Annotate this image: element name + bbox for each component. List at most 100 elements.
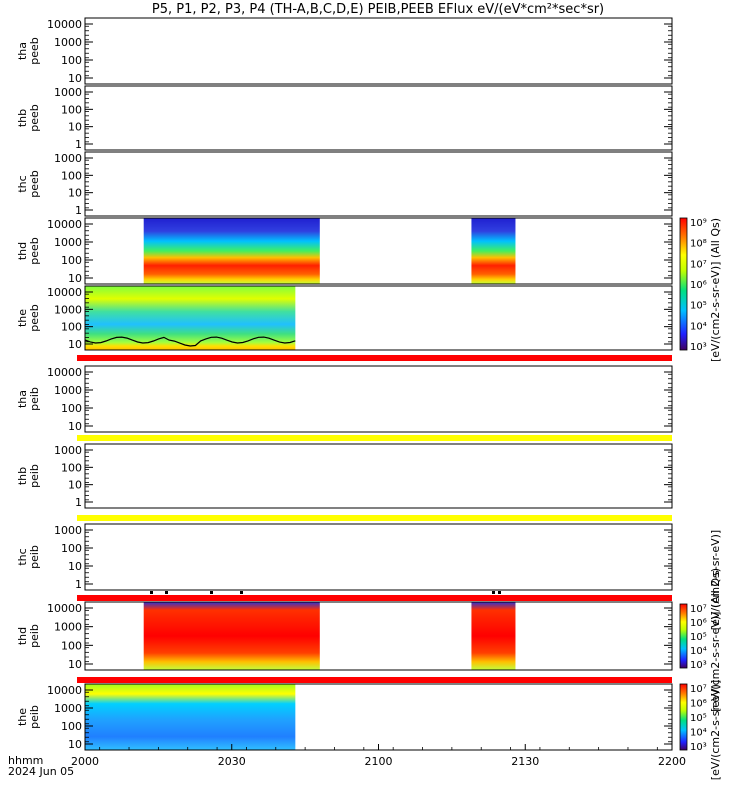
ytick-label: 1000 <box>54 702 82 715</box>
flag-bar-thc-peib <box>77 595 672 601</box>
panel-thc-peib: 1000 100 10 1 thc peib <box>16 523 673 591</box>
panel-label-probe: thc <box>16 548 29 565</box>
panel-label-probe: tha <box>16 42 29 60</box>
ytick-label: 1 <box>75 578 82 591</box>
panel-label-product: peib <box>28 545 41 569</box>
ytick-label: 1000 <box>54 444 82 457</box>
time-tick-label: 2130 <box>511 755 539 768</box>
panel-frame-thd-peeb <box>84 217 673 285</box>
panel-frame-tha-peeb <box>84 17 673 85</box>
ytick-label: 100 <box>61 720 82 733</box>
ytick-label: 1000 <box>54 36 82 49</box>
time-tick-label: 2200 <box>658 755 686 768</box>
colorbar-tick-label: 10⁴ <box>690 728 707 739</box>
colorbar-label-peeb-cbar: [eV/(cm2-s-sr-eV)] (All Qs) <box>709 218 722 362</box>
colorbar-tick-label: 10³ <box>690 342 707 353</box>
panel-frame-thb-peib <box>84 443 673 509</box>
colorbar-tick-label: 10⁴ <box>690 321 707 332</box>
flag-bar-thb-peib <box>77 515 672 521</box>
chart-title: P5, P1, P2, P3, P4 (TH-A,B,C,D,E) PEIB,P… <box>152 2 604 17</box>
panel-label-probe: thd <box>16 627 29 645</box>
colorbar-strip <box>679 603 688 669</box>
panel-label-product: peib <box>28 387 41 411</box>
ytick-label: 100 <box>61 54 82 67</box>
ytick-label: 10 <box>68 658 82 671</box>
ytick-label: 1 <box>75 496 82 509</box>
ytick-label: 10000 <box>47 18 82 31</box>
panel-label-probe: the <box>16 309 29 327</box>
spectrogram-block-thd-peeb-0 <box>143 218 320 284</box>
colorbar-strip <box>679 683 688 751</box>
ytick-label: 1 <box>75 204 82 217</box>
colorbar-tick-label: 10⁶ <box>690 618 707 629</box>
ytick-label: 100 <box>61 321 82 334</box>
ytick-label: 1000 <box>54 303 82 316</box>
panel-the-peib: 10000 1000 100 10 the peib <box>16 683 673 751</box>
spectrogram-block-thd-peib-0 <box>143 602 320 670</box>
panel-label-product: peeb <box>28 104 41 132</box>
ytick-label: 10 <box>68 738 82 751</box>
colorbar-strip <box>679 217 688 351</box>
flag-marker-1 <box>165 591 168 594</box>
colorbar-tick-label: 10⁶ <box>690 699 707 710</box>
colorbar-tick-label: 10⁹ <box>690 218 707 229</box>
colorbar-tick-label: 10⁵ <box>690 632 707 643</box>
spectrogram-block-the-peeb-0 <box>85 286 296 350</box>
colorbar-tick-label: 10⁴ <box>690 646 707 657</box>
spectrogram-block-thd-peib-1 <box>471 602 516 670</box>
ytick-label: 100 <box>61 103 82 116</box>
ytick-label: 10000 <box>47 286 82 299</box>
ytick-label: 1000 <box>54 152 82 165</box>
flag-marker-0 <box>150 591 153 594</box>
panel-frame-thb-peeb <box>84 85 673 151</box>
colorbar-tick-label: 10⁷ <box>690 684 707 695</box>
flag-marker-3 <box>240 591 243 594</box>
ytick-label: 10 <box>68 338 82 351</box>
ytick-label: 100 <box>61 254 82 267</box>
time-tick-label: 2030 <box>218 755 246 768</box>
ytick-label: 10 <box>68 420 82 433</box>
colorbar-tick-label: 10⁶ <box>690 280 707 291</box>
spectrogram-block-the-peib-0 <box>85 684 296 750</box>
panel-label-probe: thc <box>16 175 29 192</box>
panel-label-product: peib <box>28 464 41 488</box>
panel-label-product: peib <box>28 705 41 729</box>
panel-frame-thc-peeb <box>84 151 673 217</box>
ytick-label: 10 <box>68 479 82 492</box>
panel-label-probe: thb <box>16 109 29 127</box>
ytick-label: 10000 <box>47 684 82 697</box>
colorbar-tick-label: 10⁸ <box>690 239 707 250</box>
spectrogram-block-thd-peeb-1 <box>471 218 516 284</box>
panel-label-probe: the <box>16 708 29 726</box>
colorbar-tick-label: 10⁷ <box>690 604 707 615</box>
ytick-label: 10000 <box>47 602 82 615</box>
panel-thd-peeb: 10000 1000 100 10 thd peeb <box>16 217 673 285</box>
colorbar-peib-cbar-0: 10³ 10⁴ 10⁵ 10⁶ 10⁷ <box>679 603 707 671</box>
ytick-label: 1000 <box>54 524 82 537</box>
ytick-label: 10000 <box>47 366 82 379</box>
flag-marker-5 <box>498 591 501 594</box>
flag-marker-2 <box>210 591 213 594</box>
ytick-label: 100 <box>61 402 82 415</box>
panel-tha-peeb: 10000 1000 100 10 tha peeb <box>16 17 673 85</box>
panel-label-probe: thd <box>16 242 29 260</box>
colorbar-tick-label: 10³ <box>690 742 707 753</box>
ytick-label: 1000 <box>54 236 82 249</box>
sc-potential-line <box>84 336 296 347</box>
colorbar-tick-label: 10³ <box>690 660 707 671</box>
colorbar-overlap-label-peib-cbar: [eV/(cm2-s-sr-eV)] <box>709 680 722 780</box>
flag-marker-4 <box>492 591 495 594</box>
flag-bars-group <box>77 355 672 683</box>
ytick-label: 100 <box>61 639 82 652</box>
panel-the-peeb: 10000 1000 100 10 the peeb <box>16 285 673 351</box>
ytick-label: 1000 <box>54 621 82 634</box>
panel-label-product: peib <box>28 624 41 648</box>
panel-frame-thc-peib <box>84 523 673 591</box>
panel-tha-peib: 10000 1000 100 10 tha peib <box>16 365 673 433</box>
colorbar-tick-label: 10⁷ <box>690 259 707 270</box>
panel-thd-peib: 10000 1000 100 10 thd peib <box>16 601 673 671</box>
panel-frame-the-peeb <box>84 285 673 351</box>
